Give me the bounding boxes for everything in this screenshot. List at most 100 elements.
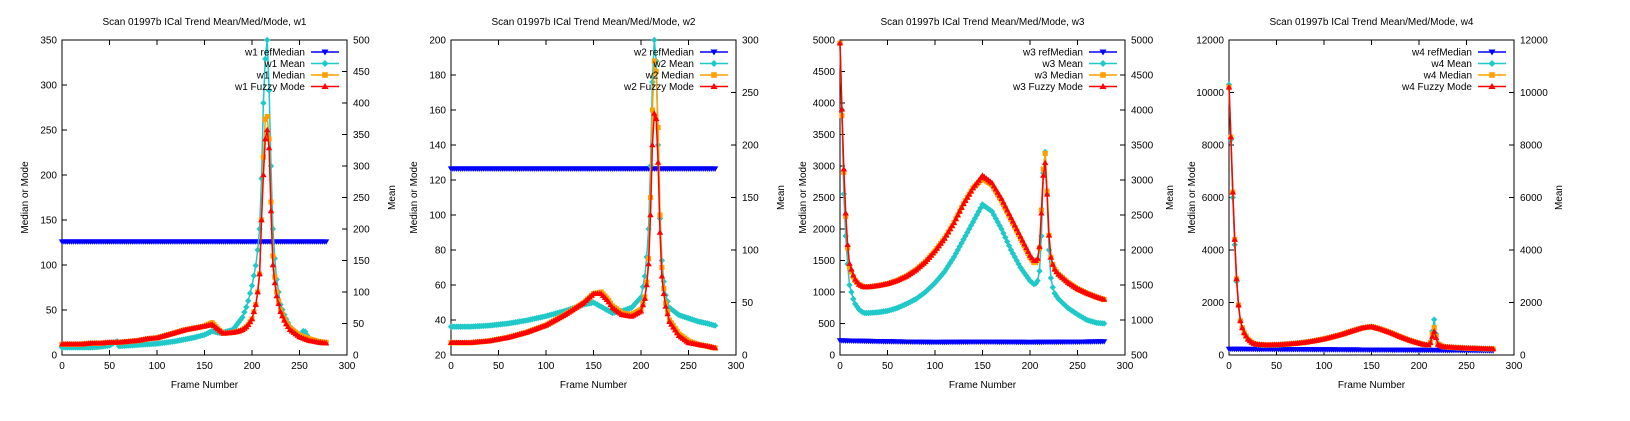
data-point xyxy=(264,126,271,133)
legend-entry-label: w3 Fuzzy Mode xyxy=(1012,82,1083,93)
x-tick-label: 0 xyxy=(837,361,843,372)
legend-entry-label: w2 Fuzzy Mode xyxy=(623,82,694,93)
y2-tick-label: 300 xyxy=(353,162,370,173)
data-point xyxy=(269,261,277,268)
y-tick-label: 20 xyxy=(435,351,447,362)
data-point xyxy=(252,262,259,269)
series-group xyxy=(58,36,330,351)
data-point xyxy=(239,314,246,321)
data-point xyxy=(988,208,996,215)
series-line xyxy=(62,129,327,345)
y2-tick-label: 2000 xyxy=(1131,246,1154,257)
y2-tick-label: 500 xyxy=(353,36,370,47)
data-point xyxy=(260,171,267,178)
data-point xyxy=(1011,222,1018,228)
y2-tick-label: 4000 xyxy=(1520,246,1543,257)
data-point xyxy=(846,260,853,266)
data-point xyxy=(1005,210,1013,217)
data-point xyxy=(958,204,965,210)
y-tick-label: 120 xyxy=(429,176,446,187)
y2-axis-label: Mean xyxy=(1165,185,1176,210)
legend-entry-label: w1 Fuzzy Mode xyxy=(234,82,305,93)
data-point xyxy=(265,87,273,94)
x-tick-label: 300 xyxy=(339,361,356,372)
data-point xyxy=(848,288,855,296)
data-point xyxy=(1237,317,1244,324)
legend-entry-marker xyxy=(1099,83,1107,89)
x-tick-label: 150 xyxy=(1363,361,1380,372)
legend-entry-marker xyxy=(1488,49,1496,56)
data-point xyxy=(848,266,855,272)
data-point xyxy=(279,312,286,319)
data-point xyxy=(277,308,284,315)
data-point xyxy=(271,279,278,286)
data-point xyxy=(254,246,261,254)
data-point xyxy=(651,36,658,44)
data-point xyxy=(245,321,252,327)
data-point xyxy=(941,268,948,275)
data-point xyxy=(950,219,958,225)
data-point xyxy=(941,235,948,241)
data-point xyxy=(322,340,330,346)
y-tick-label: 4000 xyxy=(1202,246,1225,257)
data-point xyxy=(964,194,971,200)
y-tick-label: 60 xyxy=(435,281,447,292)
data-point xyxy=(1024,248,1032,254)
data-point xyxy=(643,281,650,288)
y-tick-label: 80 xyxy=(435,246,447,257)
data-point xyxy=(1023,244,1030,251)
y-tick-label: 1000 xyxy=(813,288,836,299)
data-point xyxy=(952,215,960,222)
y2-tick-label: 100 xyxy=(353,288,370,299)
data-point xyxy=(649,141,656,148)
data-point xyxy=(267,162,275,170)
x-tick-label: 300 xyxy=(1506,361,1523,372)
legend-entry-label: w1 Median xyxy=(256,71,305,82)
data-point xyxy=(840,190,847,198)
y2-tick-label: 2000 xyxy=(1520,298,1543,309)
data-point xyxy=(1429,333,1436,339)
y2-tick-label: 6000 xyxy=(1520,193,1543,204)
x-tick-label: 150 xyxy=(196,361,213,372)
y2-tick-label: 0 xyxy=(1520,351,1526,362)
data-point xyxy=(943,232,950,238)
y2-axis-label: Mean xyxy=(1554,185,1565,210)
y2-tick-label: 10000 xyxy=(1520,88,1548,99)
data-point xyxy=(1431,324,1437,330)
legend-entry-label: w2 Median xyxy=(645,71,694,82)
y2-tick-label: 4500 xyxy=(1131,71,1154,82)
data-point xyxy=(265,144,273,151)
legend-entry-label: w1 refMedian xyxy=(244,48,305,59)
data-point xyxy=(1049,261,1056,267)
y2-tick-label: 0 xyxy=(353,351,359,362)
legend-entry-label: w4 Fuzzy Mode xyxy=(1401,82,1472,93)
data-point xyxy=(245,297,252,305)
data-point xyxy=(842,210,849,216)
data-point xyxy=(1007,214,1015,220)
y-tick-label: 50 xyxy=(46,306,58,317)
y2-tick-label: 1500 xyxy=(1131,281,1154,292)
series-line xyxy=(62,114,327,345)
data-point xyxy=(1231,236,1238,242)
y2-axis-label: Mean xyxy=(776,185,787,210)
data-point xyxy=(262,55,269,63)
y-tick-label: 160 xyxy=(429,106,446,117)
y-tick-label: 100 xyxy=(40,261,57,272)
data-point xyxy=(252,301,259,307)
chart-title: Scan 01997b ICal Trend Mean/Med/Mode, w1 xyxy=(102,17,306,28)
x-tick-label: 200 xyxy=(1022,361,1039,372)
x-tick-label: 0 xyxy=(448,361,454,372)
data-point xyxy=(651,110,658,116)
series-group xyxy=(1225,81,1497,354)
y2-tick-label: 3000 xyxy=(1131,176,1154,187)
data-point xyxy=(960,236,967,243)
y-tick-label: 8000 xyxy=(1202,141,1225,152)
chart-title: Scan 01997b ICal Trend Mean/Med/Mode, w3 xyxy=(880,17,1084,28)
data-point xyxy=(637,308,645,314)
y2-tick-label: 2500 xyxy=(1131,211,1154,222)
y2-tick-label: 150 xyxy=(353,256,370,267)
data-point xyxy=(264,36,271,44)
x-tick-label: 150 xyxy=(974,361,991,372)
